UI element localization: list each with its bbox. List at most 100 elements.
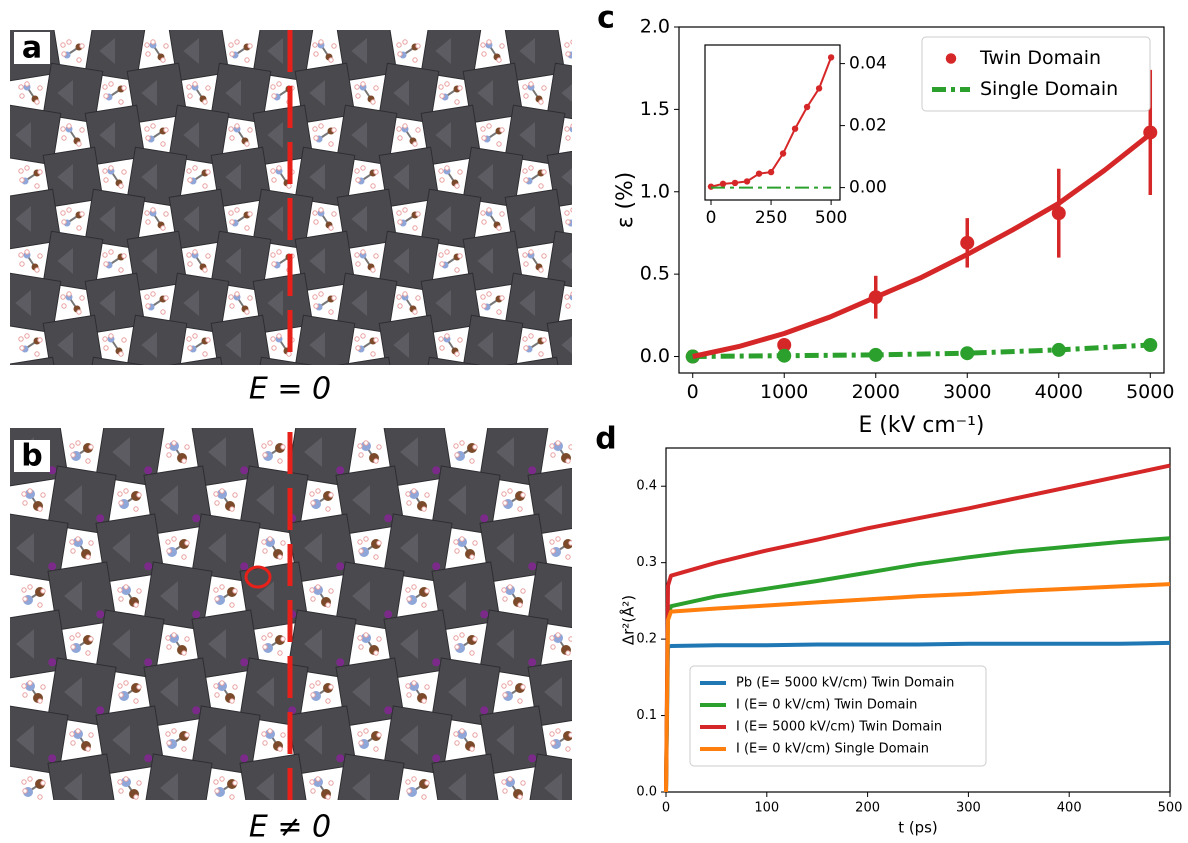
- hydrogen: [440, 178, 444, 182]
- x-tick-label: 100: [754, 800, 779, 815]
- hydrogen: [377, 541, 381, 545]
- hydrogen: [439, 253, 443, 257]
- iodine: [240, 562, 248, 570]
- hydrogen: [566, 555, 570, 559]
- hydrogen: [272, 262, 276, 266]
- hydrogen: [119, 693, 123, 697]
- iodine: [144, 562, 152, 570]
- hydrogen: [124, 777, 128, 781]
- hydrogen: [416, 212, 420, 216]
- hydrogen: [523, 337, 527, 341]
- hydrogen: [314, 220, 318, 224]
- hydrogen: [604, 489, 608, 493]
- hydrogen: [248, 296, 252, 300]
- hydrogen: [161, 310, 165, 314]
- data-point: [1052, 343, 1066, 357]
- hydrogen: [319, 208, 323, 212]
- panel-label: b: [21, 439, 42, 474]
- hydrogen: [167, 549, 171, 553]
- hydrogen: [172, 633, 176, 637]
- hydrogen: [326, 507, 330, 511]
- hydrogen: [581, 394, 585, 398]
- hydrogen: [281, 637, 285, 641]
- hydrogen: [214, 492, 218, 496]
- hydrogen: [599, 789, 603, 793]
- hydrogen: [146, 136, 150, 140]
- hydrogen: [310, 684, 314, 688]
- hydrogen: [524, 94, 528, 98]
- x-tick-label: 250: [755, 208, 787, 228]
- hydrogen: [617, 589, 621, 593]
- hydrogen: [458, 86, 462, 90]
- hydrogen: [287, 184, 291, 188]
- bond: [153, 381, 161, 393]
- hydrogen: [272, 346, 276, 350]
- hydrogen: [482, 52, 486, 56]
- iodine: [48, 754, 56, 762]
- hydrogen: [608, 346, 612, 350]
- hydrogen: [416, 128, 420, 132]
- hydrogen: [67, 124, 71, 128]
- hydrogen: [272, 94, 276, 98]
- hydrogen: [539, 184, 543, 188]
- octahedron: [576, 514, 644, 582]
- hydrogen: [565, 43, 569, 47]
- hydrogen: [607, 253, 611, 257]
- iodine: [432, 658, 440, 666]
- hydrogen: [86, 651, 90, 655]
- iodine: [288, 418, 296, 426]
- hydrogen: [529, 166, 533, 170]
- hydrogen: [556, 633, 560, 637]
- hydrogen: [206, 254, 210, 258]
- data-point: [960, 346, 974, 360]
- hydrogen: [262, 732, 266, 736]
- hydrogen: [566, 304, 570, 308]
- hydrogen: [262, 540, 266, 544]
- nitrogen: [601, 681, 611, 691]
- hydrogen: [235, 292, 239, 296]
- hydrogen: [412, 777, 416, 781]
- caption: E = 0: [249, 372, 331, 407]
- hydrogen: [109, 166, 113, 170]
- x-tick-label: 400: [1057, 800, 1082, 815]
- octahedron: [96, 802, 164, 843]
- hydrogen: [214, 588, 218, 592]
- iodine: [96, 610, 104, 618]
- hydrogen: [358, 828, 362, 832]
- hydrogen: [166, 828, 170, 832]
- bond: [67, 383, 79, 391]
- hydrogen: [551, 837, 555, 841]
- hydrogen: [364, 729, 368, 733]
- hydrogen: [403, 124, 407, 128]
- octahedron-face: [603, 290, 619, 316]
- nitrogen: [568, 388, 575, 395]
- hydrogen: [529, 250, 533, 254]
- hydrogen: [518, 699, 522, 703]
- hydrogen: [137, 493, 141, 497]
- hydrogen: [364, 633, 368, 637]
- hydrogen: [316, 681, 320, 685]
- hydrogen: [35, 100, 39, 104]
- octahedron: [384, 802, 452, 843]
- hydrogen: [193, 166, 197, 170]
- hydrogen: [374, 747, 378, 751]
- hydrogen: [319, 40, 323, 44]
- hydrogen: [584, 212, 588, 216]
- hydrogen: [167, 453, 171, 457]
- hydrogen: [80, 44, 84, 48]
- hydrogen: [481, 211, 485, 215]
- hydrogen: [137, 685, 141, 689]
- hydrogen: [145, 43, 149, 47]
- hydrogen: [455, 837, 459, 841]
- hydrogen: [551, 645, 555, 649]
- hydrogen: [482, 136, 486, 140]
- hydrogen: [119, 597, 123, 601]
- iodine: [96, 514, 104, 522]
- nitrogen: [455, 835, 465, 843]
- hydrogen: [473, 829, 477, 833]
- hydrogen: [38, 338, 42, 342]
- hydrogen: [214, 684, 218, 688]
- legend-label: I (E= 0 kV/cm) Single Domain: [736, 742, 929, 757]
- hydrogen: [230, 795, 234, 799]
- hydrogen: [89, 733, 93, 737]
